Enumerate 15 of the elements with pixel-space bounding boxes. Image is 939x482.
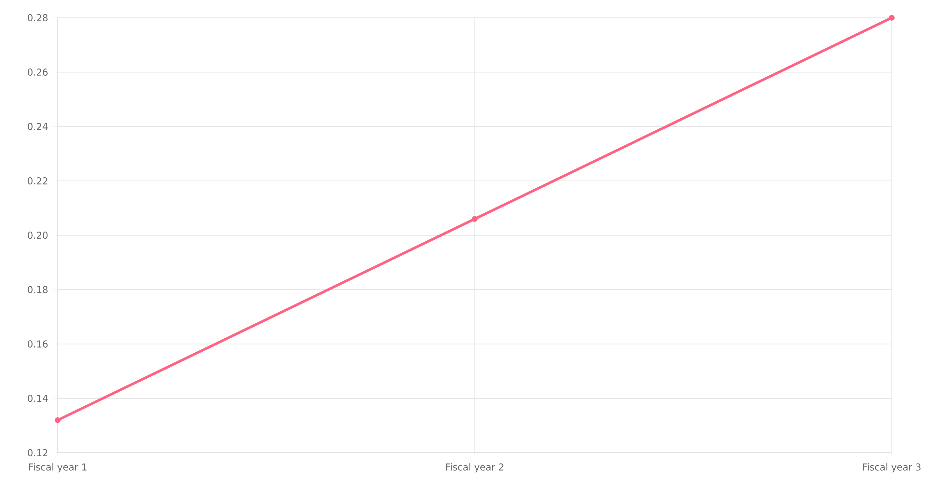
y-tick-label: 0.12 — [28, 449, 48, 457]
y-tick-label: 0.18 — [28, 286, 48, 294]
y-tick-label: 0.16 — [28, 340, 48, 348]
point — [55, 417, 61, 424]
point — [889, 15, 895, 21]
y-tick-label: 0.28 — [28, 14, 48, 22]
point — [472, 216, 478, 222]
x-tick-label: Fiscal year 1 — [29, 464, 87, 473]
y-tick-label: 0.26 — [28, 68, 48, 76]
y-tick-label: 0.22 — [28, 178, 48, 185]
y-tick-label: 0.14 — [28, 395, 48, 402]
y-tick-label: 0.20 — [28, 232, 48, 240]
y-tick-label: 0.24 — [28, 123, 48, 130]
x-tick-label: Fiscal year 3 — [863, 464, 921, 473]
x-tick-label: Fiscal year 2 — [446, 464, 504, 473]
